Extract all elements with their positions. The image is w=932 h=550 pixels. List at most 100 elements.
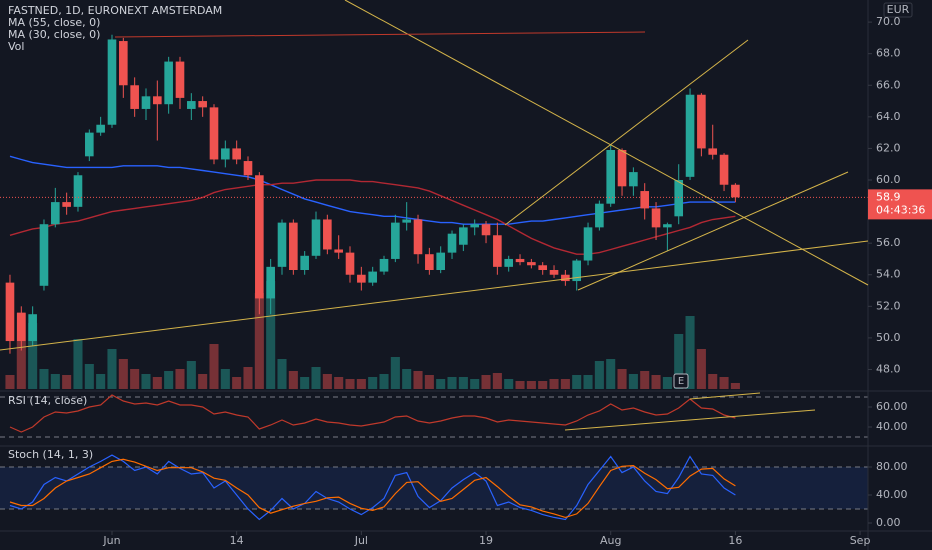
volume-bar	[628, 374, 638, 389]
volume-bar	[16, 313, 26, 389]
y-tick-label: 40.00	[876, 488, 908, 501]
volume-bar	[492, 373, 502, 389]
x-tick-label: 19	[479, 534, 493, 547]
volume-bar	[424, 375, 434, 389]
candle-body	[28, 314, 37, 342]
y-tick-label: 0.00	[876, 516, 901, 529]
candle-body	[175, 61, 185, 98]
earnings-marker: E	[678, 376, 684, 387]
volume-bar	[220, 369, 230, 389]
candle-body	[266, 266, 275, 299]
candle-body	[334, 249, 343, 253]
trendline	[344, 0, 869, 286]
candle-body	[51, 202, 60, 225]
volume-bar	[300, 377, 310, 389]
volume-bar	[368, 377, 378, 389]
y-tick-label: 52.0	[876, 299, 901, 312]
volume-bar	[549, 379, 559, 389]
ma-line	[9, 155, 736, 225]
volume-bar	[458, 377, 468, 389]
volume-bar	[685, 316, 695, 389]
volume-bar	[674, 334, 684, 389]
trendline	[564, 409, 816, 431]
candle-body	[459, 227, 468, 245]
x-tick-label: 16	[728, 534, 742, 547]
y-tick-label: 62.0	[876, 141, 901, 154]
volume-bar	[504, 379, 514, 389]
volume-bar	[311, 367, 321, 389]
volume-bar	[379, 374, 389, 389]
volume-bar	[107, 349, 117, 389]
x-tick-label: Aug	[600, 534, 621, 547]
volume-bar	[28, 323, 38, 389]
volume-bar	[436, 379, 446, 389]
x-tick-label: 14	[230, 534, 244, 547]
candle-body	[515, 258, 525, 263]
volume-bar	[572, 375, 582, 389]
indicator-line	[9, 394, 736, 433]
candle-body	[447, 233, 457, 253]
y-tick-label: 50.0	[876, 331, 901, 344]
candle-body	[674, 180, 684, 217]
currency: EUR	[887, 3, 910, 16]
volume-bar	[209, 344, 219, 389]
y-tick-label: 48.0	[876, 362, 901, 375]
candle-body	[538, 265, 548, 270]
volume-bar	[402, 369, 412, 389]
candle-body	[289, 222, 298, 270]
volume-bar	[583, 375, 593, 389]
candle-body	[198, 101, 207, 108]
candle-body	[436, 252, 445, 270]
x-tick-label: Jul	[354, 534, 368, 547]
volume-bar	[164, 371, 174, 389]
x-tick-label: Jun	[102, 534, 120, 547]
candle-body	[141, 96, 151, 109]
volume-bar	[515, 381, 525, 389]
y-tick-label: 66.0	[876, 78, 901, 91]
candle-body	[527, 262, 536, 266]
volume-bar	[617, 369, 627, 389]
candle-body	[119, 41, 128, 86]
trendline	[0, 240, 869, 351]
y-tick-label: 70.0	[876, 15, 901, 28]
volume-bar	[62, 375, 72, 389]
candle-body	[504, 258, 514, 267]
candle-body	[549, 270, 559, 275]
candle-body	[5, 282, 15, 342]
indicator-line	[9, 458, 736, 519]
volume-bar	[152, 377, 162, 389]
volume-bar	[470, 379, 480, 389]
candle-body	[391, 222, 400, 259]
candle-body	[187, 101, 196, 109]
volume-bar	[356, 379, 366, 389]
candle-body	[323, 219, 332, 250]
trendlines	[0, 0, 869, 431]
candle-body	[311, 219, 321, 256]
legend-ma: MA (30, close, 0)	[8, 28, 100, 41]
candle-body	[413, 219, 423, 255]
x-tick-label: Sep	[850, 534, 871, 547]
candle-body	[96, 124, 105, 133]
candle-body	[651, 208, 661, 228]
last-price-label: 58.9	[876, 190, 901, 203]
volume-bar	[130, 369, 140, 389]
candle-body	[481, 224, 491, 236]
candle-body	[663, 224, 672, 228]
y-tick-label: 80.00	[876, 460, 908, 473]
volume-bar	[39, 369, 49, 389]
volume-bar	[141, 374, 151, 389]
candle-body	[85, 132, 94, 157]
candle-body	[243, 161, 253, 176]
volume-bar	[345, 379, 355, 389]
volume-bar	[5, 375, 15, 389]
candle-body	[368, 271, 377, 283]
candle-body	[209, 107, 219, 160]
y-tick-label: 40.00	[876, 420, 908, 433]
volume-bar	[662, 377, 672, 389]
band-fill	[0, 467, 868, 510]
volume-bar	[447, 377, 457, 389]
volume-bar	[175, 369, 185, 389]
volume-bar	[118, 359, 128, 389]
y-tick-label: 64.0	[876, 110, 901, 123]
legend-stoch: Stoch (14, 1, 3)	[8, 448, 93, 461]
